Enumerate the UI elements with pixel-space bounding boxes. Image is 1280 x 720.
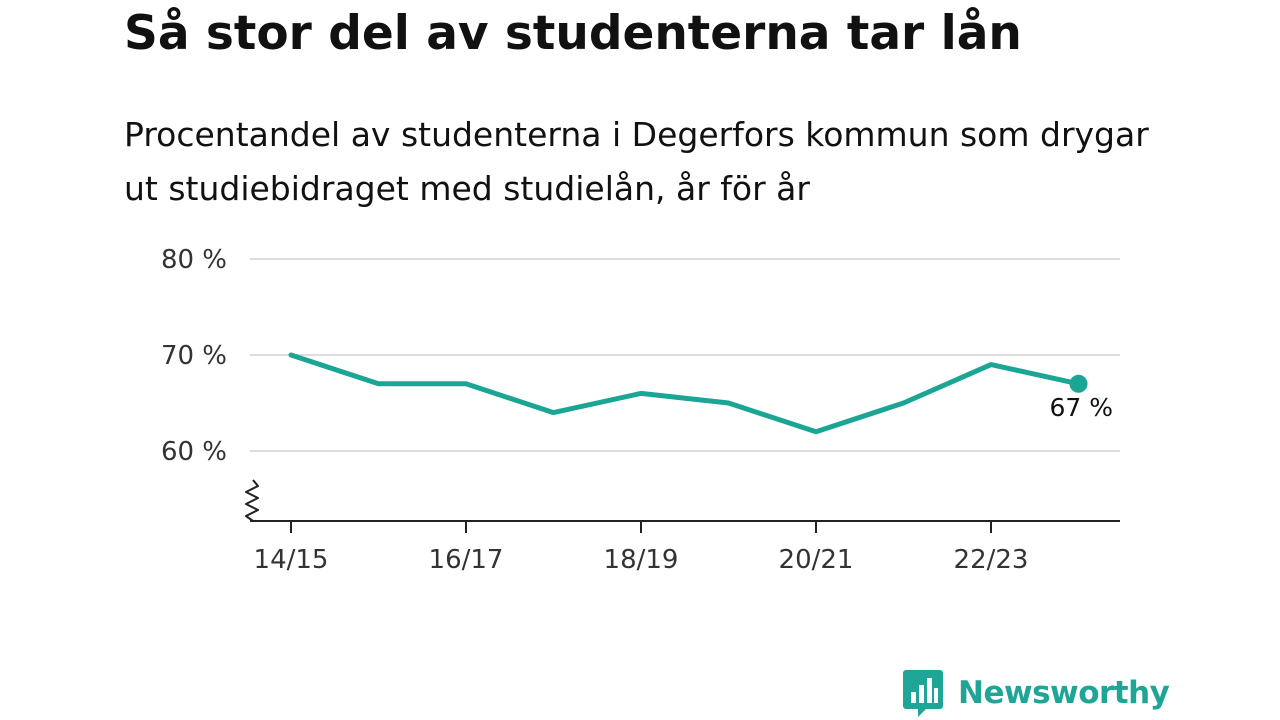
newsworthy-logo: Newsworthy xyxy=(902,668,1170,718)
y-axis-ticks: 60 % 70 % 80 % xyxy=(161,245,227,467)
chart-subtitle: Procentandel av studenterna i Degerfors … xyxy=(124,115,1149,208)
y-tick-label: 60 % xyxy=(161,437,227,467)
x-tick-label: 14/15 xyxy=(254,545,329,575)
last-point-label: 67 % xyxy=(1049,393,1113,422)
last-data-point xyxy=(1069,374,1088,393)
y-tick-label: 70 % xyxy=(161,341,227,371)
y-tick-label: 80 % xyxy=(161,245,227,275)
newsworthy-bar-chart-icon xyxy=(903,670,943,717)
x-tick-label: 18/19 xyxy=(604,545,679,575)
series-line xyxy=(288,352,1081,435)
series xyxy=(288,352,1088,435)
brand-name: Newsworthy xyxy=(958,675,1170,711)
chart-title: Så stor del av studenterna tar lån xyxy=(124,6,1022,61)
grid-lines xyxy=(250,258,1120,452)
x-axis xyxy=(245,479,1120,522)
y-axis-break-icon xyxy=(245,479,259,522)
x-tick-label: 22/23 xyxy=(954,545,1029,575)
x-tick-label: 20/21 xyxy=(779,545,854,575)
x-tick-label: 16/17 xyxy=(429,545,504,575)
data-labels: 67 % xyxy=(1049,393,1113,422)
x-axis-ticks: 14/15 16/17 18/19 20/21 22/23 xyxy=(254,521,1029,575)
